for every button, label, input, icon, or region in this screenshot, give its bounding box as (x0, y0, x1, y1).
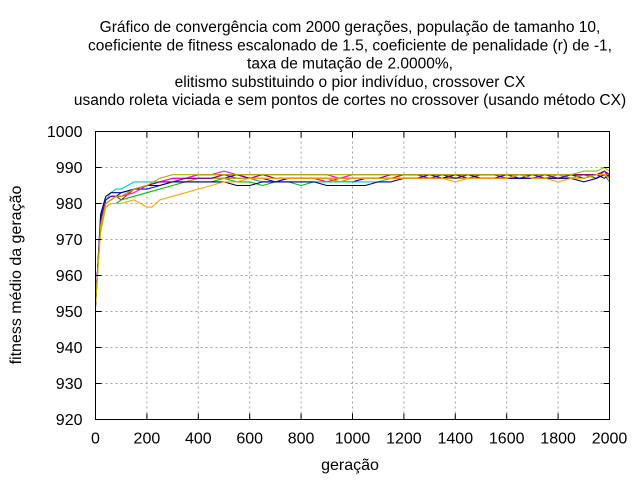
y-tick-label: 1000 (47, 124, 83, 141)
x-tick-label: 1000 (335, 431, 371, 448)
x-tick-label: 600 (236, 431, 263, 448)
chart-title-line: elitismo substituindo o pior indivíduo, … (175, 74, 526, 91)
grid (95, 131, 610, 420)
x-tick-label: 200 (134, 431, 161, 448)
y-tick-label: 950 (56, 304, 83, 321)
y-tick-label: 930 (56, 376, 83, 393)
y-tick-label: 940 (56, 340, 83, 357)
y-tick-label: 980 (56, 196, 83, 213)
chart-title: Gráfico de convergência com 2000 geraçõe… (74, 19, 626, 109)
chart-title-line: coeficiente de fitness escalonado de 1.5… (88, 37, 612, 54)
x-tick-label: 1400 (438, 431, 474, 448)
chart-title-line: taxa de mutação de 2.0000%, (247, 56, 453, 73)
x-tick-label: 1800 (540, 431, 576, 448)
x-tick-label: 0 (91, 431, 100, 448)
series-line-9 (94, 174, 610, 305)
series-line-10 (94, 166, 610, 305)
y-tick-label: 970 (56, 232, 83, 249)
y-tick-label: 920 (56, 412, 83, 429)
y-tick-labels: 920 930 940 950 960 970 980 990 1000 (47, 124, 83, 429)
y-axis-label: fitness médio da geração (8, 186, 25, 365)
chart-title-line: usando roleta viciada e sem pontos de co… (74, 92, 626, 109)
y-tick-label: 990 (56, 160, 83, 177)
axis-ticks (95, 131, 610, 420)
series-line-4 (94, 170, 610, 301)
y-tick-label: 960 (56, 268, 83, 285)
x-tick-labels: 0 200 400 600 800 1000 1200 1400 1600 1800 2000 (91, 431, 627, 448)
series-lines (94, 166, 610, 308)
x-tick-label: 800 (288, 431, 315, 448)
x-tick-label: 1600 (489, 431, 525, 448)
x-tick-label: 2000 (592, 431, 628, 448)
x-axis-label: geração (321, 457, 379, 474)
series-line-7 (94, 174, 610, 308)
x-tick-label: 400 (185, 431, 212, 448)
chart-title-line: Gráfico de convergência com 2000 geraçõe… (100, 19, 601, 36)
x-tick-label: 1200 (386, 431, 422, 448)
